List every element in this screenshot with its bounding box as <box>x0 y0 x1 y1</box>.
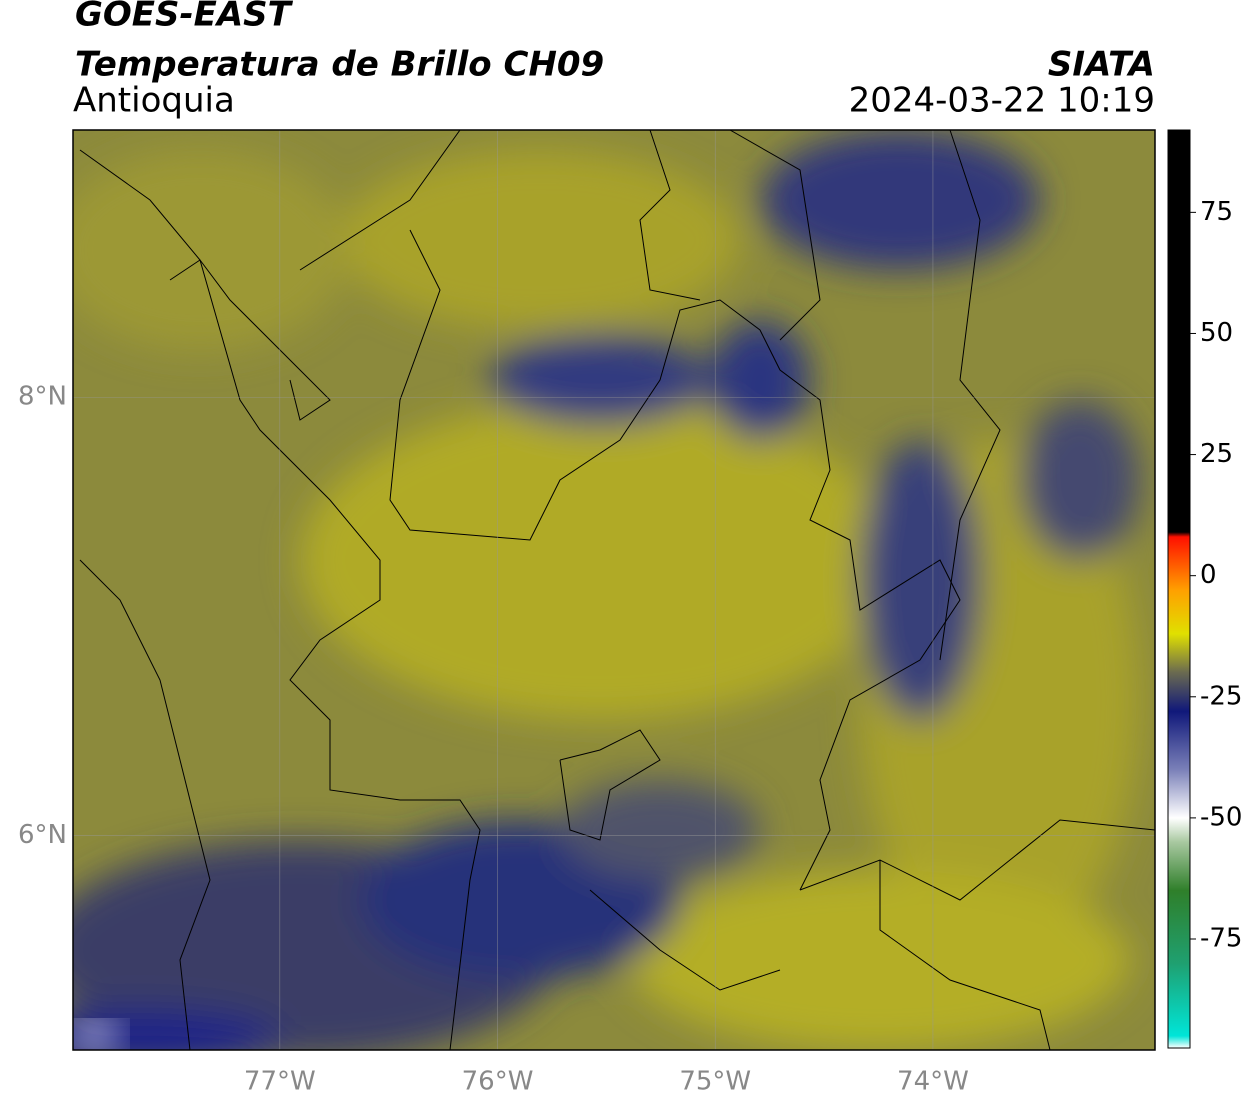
colorbar <box>1167 129 1191 1049</box>
colorbar-tick-label: -75 <box>1200 924 1242 954</box>
datetime: 2024-03-22 10:19 <box>849 81 1155 121</box>
x-tick-label: 75°W <box>679 1067 751 1097</box>
colorbar-tick-label: 50 <box>1200 318 1233 348</box>
map-field <box>73 130 1155 1050</box>
x-tick-label: 77°W <box>244 1067 316 1097</box>
x-tick-label: 76°W <box>462 1067 534 1097</box>
colorbar-tick-label: 75 <box>1200 197 1233 227</box>
colorbar-tick-label: -25 <box>1200 681 1242 711</box>
colorbar-tick-label: -50 <box>1200 802 1242 832</box>
y-tick-label: 6°N <box>18 820 67 850</box>
y-tick-label: 8°N <box>18 382 67 412</box>
colorbar-tick-label: 25 <box>1200 439 1233 469</box>
colorbar-tick-label: 0 <box>1200 560 1217 590</box>
title: GOES-EAST <box>75 0 294 35</box>
x-tick-label: 74°W <box>897 1067 969 1097</box>
map-frame <box>72 129 1156 1051</box>
source: SIATA <box>1048 45 1155 85</box>
subtitle: Temperatura de Brillo CH09 <box>75 45 604 85</box>
region: Antioquia <box>73 81 235 121</box>
